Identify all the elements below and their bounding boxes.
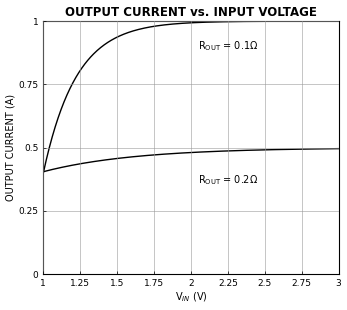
Text: R$_{\mathrm{OUT}}$ = 0.2Ω: R$_{\mathrm{OUT}}$ = 0.2Ω: [198, 174, 258, 188]
Y-axis label: OUTPUT CURRENT (A): OUTPUT CURRENT (A): [6, 94, 16, 201]
X-axis label: V$_{IN}$ (V): V$_{IN}$ (V): [175, 291, 207, 304]
Text: R$_{\mathrm{OUT}}$ = 0.1Ω: R$_{\mathrm{OUT}}$ = 0.1Ω: [198, 39, 259, 53]
Title: OUTPUT CURRENT vs. INPUT VOLTAGE: OUTPUT CURRENT vs. INPUT VOLTAGE: [65, 6, 317, 19]
